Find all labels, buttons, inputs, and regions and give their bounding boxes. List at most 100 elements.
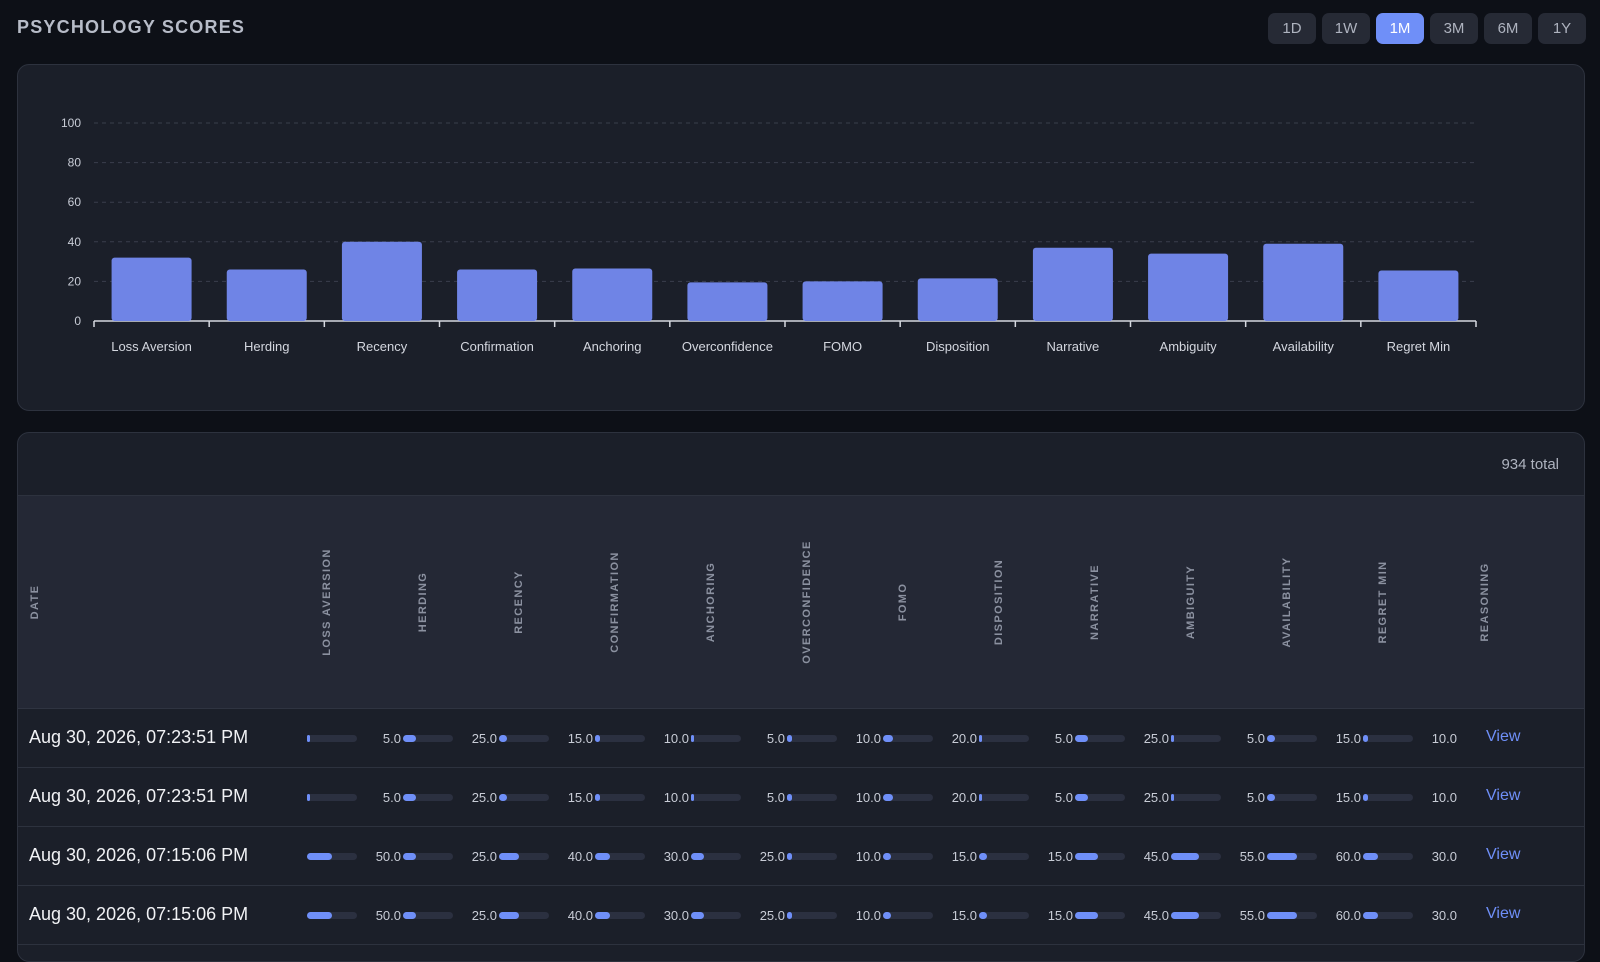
score-value: 50.0 <box>375 849 401 864</box>
score-bar <box>883 735 933 742</box>
bar <box>1148 253 1229 321</box>
score-value: 5.0 <box>1054 731 1073 746</box>
table-row[interactable]: Aug 30, 2026, 07:15:06 PM 50.0 25.0 40.0 30.… <box>18 827 1584 886</box>
score-bar <box>595 853 645 860</box>
range-button-6m[interactable]: 6M <box>1484 13 1532 44</box>
score-bar <box>691 794 741 801</box>
column-header-confirmation[interactable]: CONFIRMATION <box>609 551 621 653</box>
score-bar <box>979 853 1029 860</box>
column-header-date[interactable]: DATE <box>29 584 41 620</box>
score-cell: 25.0 <box>1075 768 1173 826</box>
score-value: 15.0 <box>951 908 977 923</box>
column-header-availability[interactable]: AVAILABILITY <box>1281 556 1293 648</box>
score-bar <box>1171 794 1221 801</box>
score-cell: 45.0 <box>1075 886 1173 944</box>
view-reasoning-link[interactable]: View <box>1486 905 1521 922</box>
score-bar-fill <box>883 853 891 860</box>
y-tick-label: 100 <box>61 116 81 130</box>
score-bar <box>1363 853 1413 860</box>
score-bar-fill <box>1363 853 1378 860</box>
score-bar-fill <box>307 794 310 801</box>
range-button-1w[interactable]: 1W <box>1322 13 1370 44</box>
score-cell: 10.0 <box>787 709 885 767</box>
column-header-recency[interactable]: RECENCY <box>513 570 525 634</box>
score-bar <box>403 912 453 919</box>
score-value: 10.0 <box>855 908 881 923</box>
score-cell: 30.0 <box>595 827 693 885</box>
score-cell: 25.0 <box>403 886 501 944</box>
table-row[interactable]: Aug 30, 2026, 07:23:51 PM 5.0 25.0 15.0 10.0… <box>18 768 1584 827</box>
score-bar <box>691 735 741 742</box>
range-button-1m[interactable]: 1M <box>1376 13 1424 44</box>
bar <box>111 257 192 321</box>
score-bar-fill <box>499 735 507 742</box>
column-header-anchoring[interactable]: ANCHORING <box>705 561 717 643</box>
score-bar-fill <box>307 735 310 742</box>
column-header-herding[interactable]: HERDING <box>417 571 429 633</box>
row-date: Aug 30, 2026, 07:15:06 PM <box>29 904 249 924</box>
score-value: 15.0 <box>1335 790 1361 805</box>
score-bar-fill <box>307 912 332 919</box>
score-bar <box>307 853 357 860</box>
table-row[interactable]: Aug 30, 2026, 07:15:06 PM 50.0 25.0 40.0 30.… <box>18 886 1584 945</box>
range-button-3m[interactable]: 3M <box>1430 13 1478 44</box>
score-cell: 5.0 <box>691 709 789 767</box>
x-tick-label: Overconfidence <box>682 339 773 354</box>
table-toolbar: 934 total <box>18 433 1584 496</box>
score-value: 5.0 <box>766 731 785 746</box>
score-value: 25.0 <box>471 849 497 864</box>
score-bar-fill <box>499 912 519 919</box>
score-bar <box>307 912 357 919</box>
score-cell: 5.0 <box>979 768 1077 826</box>
score-value: 5.0 <box>382 790 401 805</box>
score-cell: 15.0 <box>883 827 981 885</box>
total-count: 934 total <box>1501 456 1559 473</box>
view-reasoning-link[interactable]: View <box>1486 787 1521 804</box>
score-bar-fill <box>1075 735 1088 742</box>
bar <box>687 282 768 321</box>
column-header-disposition[interactable]: DISPOSITION <box>993 558 1005 646</box>
score-value: 25.0 <box>471 790 497 805</box>
column-header-narrative[interactable]: NARRATIVE <box>1089 564 1101 640</box>
bar <box>802 281 883 321</box>
score-value: 10.0 <box>1431 790 1457 805</box>
column-header-loss-aversion[interactable]: LOSS AVERSION <box>321 548 333 656</box>
score-bar-fill <box>403 912 416 919</box>
score-cell: 20.0 <box>883 768 981 826</box>
score-cell: 20.0 <box>883 709 981 767</box>
score-bar-fill <box>787 735 792 742</box>
score-bar <box>1171 735 1221 742</box>
score-cell: 15.0 <box>499 768 597 826</box>
score-cell: 50.0 <box>307 886 405 944</box>
column-header-regret-min[interactable]: REGRET MIN <box>1377 560 1389 644</box>
bar <box>1263 243 1344 321</box>
score-bar <box>1075 735 1125 742</box>
score-bar-fill <box>1363 912 1378 919</box>
score-cell: 25.0 <box>403 768 501 826</box>
chart-card: 0 20 40 60 80 100 Loss Aversion Herding Recency C… <box>17 64 1585 411</box>
score-cell: 5.0 <box>307 768 405 826</box>
score-value: 15.0 <box>1335 731 1361 746</box>
score-bar-fill <box>883 794 893 801</box>
score-bar <box>979 794 1029 801</box>
view-reasoning-link[interactable]: View <box>1486 728 1521 745</box>
score-bar <box>499 735 549 742</box>
table-header-row: DATE LOSS AVERSION HERDING RECENCY CONFIRMAT… <box>18 496 1584 709</box>
score-cell: 15.0 <box>979 886 1077 944</box>
range-button-1y[interactable]: 1Y <box>1538 13 1586 44</box>
score-value: 10.0 <box>663 731 689 746</box>
score-bar-fill <box>787 912 792 919</box>
score-bar <box>499 794 549 801</box>
range-button-1d[interactable]: 1D <box>1268 13 1316 44</box>
column-header-ambiguity[interactable]: AMBIGUITY <box>1185 564 1197 640</box>
view-reasoning-link[interactable]: View <box>1486 846 1521 863</box>
score-bar-fill <box>883 735 893 742</box>
table-row[interactable]: Aug 30, 2026, 07:23:51 PM 5.0 25.0 15.0 10.0… <box>18 709 1584 768</box>
score-bar <box>1171 853 1221 860</box>
column-header-overconfidence[interactable]: OVERCONFIDENCE <box>801 540 813 664</box>
score-cell: 25.0 <box>691 827 789 885</box>
score-bar-fill <box>403 735 416 742</box>
column-header-fomo[interactable]: FOMO <box>897 582 909 622</box>
score-bar-fill <box>1267 912 1297 919</box>
score-bar-fill <box>1075 912 1098 919</box>
